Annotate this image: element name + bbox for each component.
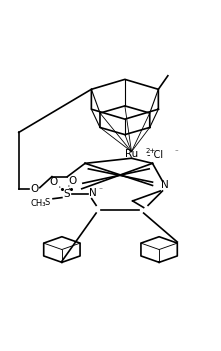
Text: N: N [161, 180, 169, 191]
Text: S: S [63, 189, 70, 199]
Text: O: O [49, 177, 57, 187]
Text: N: N [89, 188, 97, 198]
Text: CH₃: CH₃ [31, 199, 46, 208]
Text: ⁻: ⁻ [175, 149, 178, 155]
Text: ⁻: ⁻ [99, 185, 103, 194]
Text: O: O [69, 176, 77, 186]
Text: - Cl: - Cl [147, 150, 163, 160]
Text: 2+: 2+ [146, 147, 156, 153]
Text: Ru: Ru [125, 149, 138, 159]
Text: S: S [45, 198, 50, 206]
Text: O: O [30, 184, 38, 194]
